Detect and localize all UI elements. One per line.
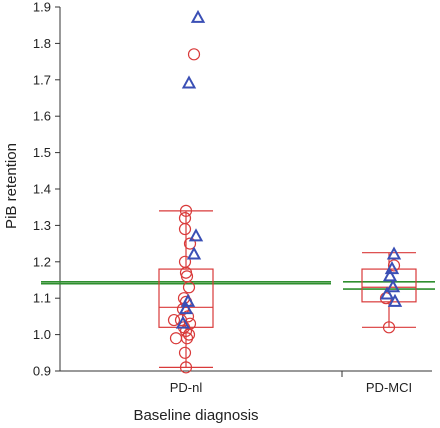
y-tick-label: 0.9 — [33, 364, 51, 379]
y-tick-label: 1.0 — [33, 327, 51, 342]
x-axis-title: Baseline diagnosis — [133, 407, 258, 424]
x-tick-label: PD-MCI — [366, 380, 412, 395]
y-tick-label: 1.6 — [33, 109, 51, 124]
data-point-circle — [182, 281, 196, 294]
y-tick-label: 1.8 — [33, 36, 51, 51]
y-tick-label: 1.5 — [33, 145, 51, 160]
data-point-triangle — [178, 301, 194, 315]
data-point-circle — [167, 313, 181, 327]
y-tick-label: 1.1 — [33, 291, 51, 306]
axes: 0.9 1.0 1.1 1.2 1.3 1.4 1.5 1.6 1.7 1.8 1.9 PD-nl PD… — [33, 0, 432, 395]
y-axis-title: PiB retention — [3, 143, 20, 229]
data-point-triangle — [186, 246, 202, 260]
x-tick-label: PD-nl — [170, 380, 203, 395]
data-point-triangle — [387, 293, 403, 307]
axis-labels: PiB retention Baseline diagnosis — [3, 143, 259, 424]
data-point-triangle — [379, 286, 395, 300]
y-tick-label: 1.9 — [33, 0, 51, 15]
y-tick-label: 1.7 — [33, 72, 51, 87]
data-point-circle — [179, 324, 193, 338]
data-point-triangle — [382, 268, 398, 282]
data-point-triangle — [386, 246, 402, 260]
data-point-triangle — [190, 9, 206, 23]
data-point-circle — [181, 310, 195, 323]
data-point-circle — [179, 361, 193, 374]
data-point-circle — [178, 222, 192, 236]
data-point-circle — [178, 346, 192, 359]
data-point-circle — [183, 237, 197, 250]
data-point-triangle — [181, 75, 197, 89]
data-points — [167, 9, 403, 374]
y-tick-label: 1.3 — [33, 218, 51, 233]
data-point-triangle — [385, 279, 401, 293]
data-point-triangle — [180, 293, 196, 307]
data-point-circle — [387, 259, 401, 272]
reference-lines — [41, 281, 435, 290]
data-point-circle — [187, 48, 201, 61]
y-tick-label: 1.4 — [33, 182, 51, 197]
data-point-circle — [382, 321, 396, 334]
data-point-circle — [180, 332, 194, 345]
data-point-triangle — [175, 315, 191, 329]
data-point-circle — [179, 204, 193, 217]
y-tick-label: 1.2 — [33, 254, 51, 269]
data-point-circle — [178, 212, 192, 225]
data-point-triangle — [188, 228, 204, 242]
data-point-circle — [169, 332, 183, 345]
